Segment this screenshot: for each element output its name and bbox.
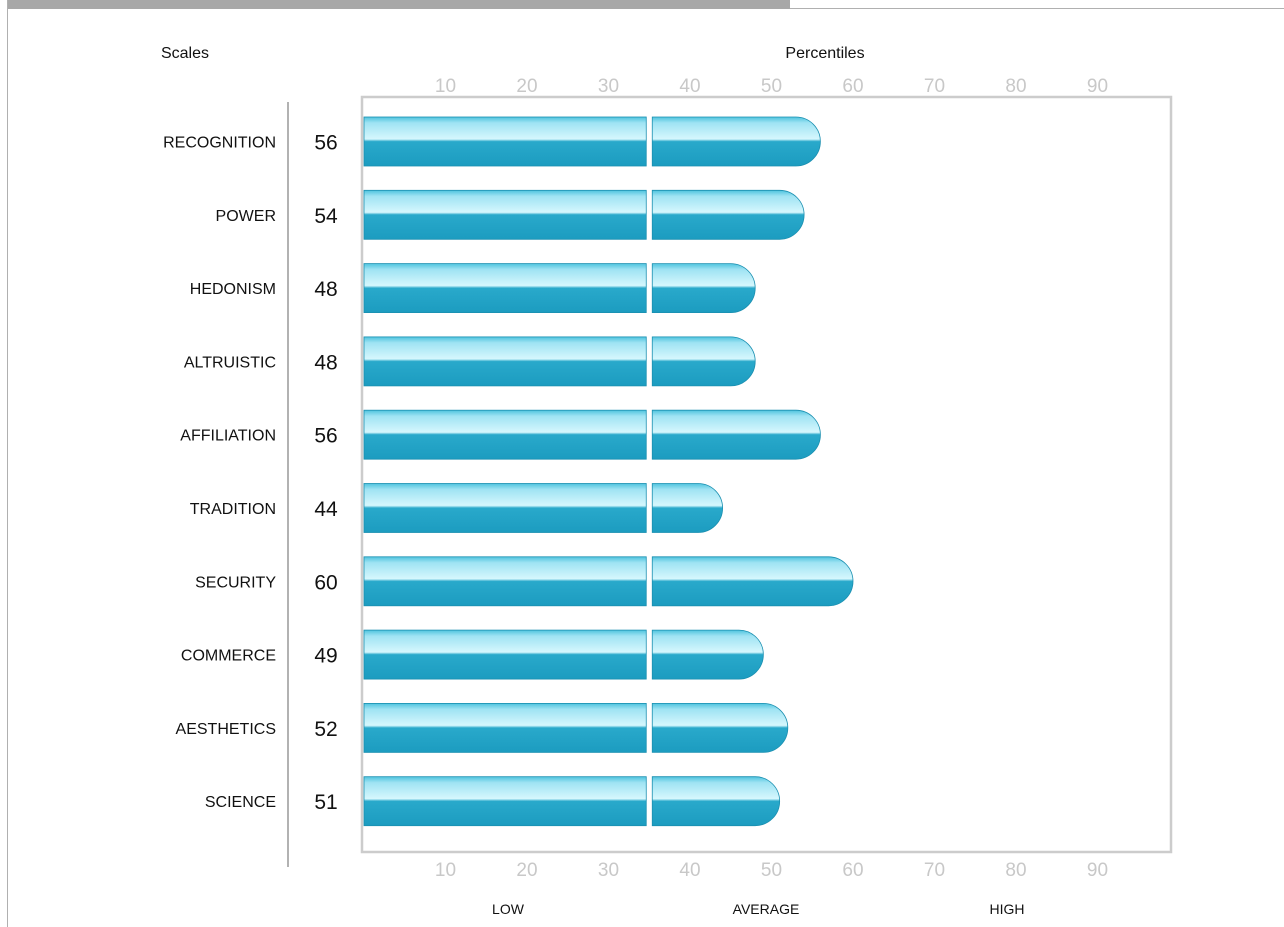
- scales-header: Scales: [161, 45, 209, 62]
- bar-row: SCIENCE 51: [205, 776, 780, 827]
- scale-label: COMMERCE: [181, 648, 276, 665]
- x-tick-bottom: 20: [516, 860, 537, 881]
- scale-label: TRADITION: [190, 501, 276, 518]
- bar-value-segment: [651, 116, 821, 167]
- scale-value: 56: [314, 132, 337, 155]
- bar-low-segment: [363, 409, 647, 460]
- x-tick-bottom: 80: [1005, 860, 1026, 881]
- top-rule-thin: [790, 8, 1284, 9]
- x-tick-bottom: 60: [842, 860, 863, 881]
- left-border: [7, 0, 8, 927]
- x-tick-top: 70: [924, 76, 945, 97]
- bottom-axis-ticks: 10 20 30 40 50 60 70 80 90: [435, 860, 1108, 881]
- x-tick-bottom: 70: [924, 860, 945, 881]
- x-tick-top: 30: [598, 76, 619, 97]
- bar-value-segment: [651, 483, 723, 533]
- top-axis-ticks: 10 20 30 40 50 60 70 80 90: [435, 76, 1108, 97]
- x-tick-top: 80: [1005, 76, 1026, 97]
- bar-value-segment: [651, 336, 756, 387]
- bar-value-segment: [651, 409, 821, 460]
- x-tick-top: 90: [1087, 76, 1108, 97]
- bar-row: TRADITION 44: [190, 483, 723, 533]
- bar-low-segment: [363, 776, 647, 827]
- scale-label: ALTRUISTIC: [184, 354, 276, 371]
- scale-value: 56: [314, 425, 337, 448]
- x-tick-top: 50: [761, 76, 782, 97]
- scale-value: 44: [314, 498, 338, 521]
- bar-row: ALTRUISTIC 48: [184, 336, 756, 387]
- bar-low-segment: [363, 629, 647, 680]
- scale-label: AESTHETICS: [176, 721, 276, 738]
- x-tick-top: 60: [842, 76, 863, 97]
- x-tick-bottom: 50: [761, 860, 782, 881]
- bar-row: HEDONISM 48: [190, 263, 756, 314]
- bar-low-segment: [363, 336, 647, 387]
- bar-value-segment: [651, 629, 764, 680]
- bar-value-segment: [651, 189, 805, 240]
- bar-low-segment: [363, 263, 647, 314]
- scale-value: 48: [314, 351, 337, 374]
- x-tick-top: 20: [516, 76, 537, 97]
- scale-value: 48: [314, 278, 337, 301]
- bar-value-segment: [651, 776, 780, 827]
- bar-row: AESTHETICS 52: [176, 703, 789, 753]
- band-low-label: LOW: [492, 901, 525, 917]
- scale-label: AFFILIATION: [180, 428, 276, 445]
- scale-value: 54: [314, 205, 338, 228]
- scale-value: 60: [314, 571, 337, 594]
- band-average-label: AVERAGE: [733, 901, 800, 917]
- bar-low-segment: [363, 703, 647, 753]
- bar-value-segment: [651, 556, 854, 607]
- plot-frame: [360, 95, 1173, 854]
- bar-row: AFFILIATION 56: [180, 409, 821, 460]
- scale-value: 49: [314, 645, 337, 668]
- scale-label: HEDONISM: [190, 281, 276, 298]
- scale-label: RECOGNITION: [163, 135, 276, 152]
- bar-low-segment: [363, 556, 647, 607]
- scale-label: POWER: [216, 208, 276, 225]
- x-tick-top: 10: [435, 76, 456, 97]
- bar-value-segment: [651, 263, 756, 313]
- bar-row: POWER 54: [216, 189, 805, 240]
- scale-value: 51: [314, 791, 337, 814]
- bar-low-segment: [363, 483, 647, 533]
- band-high-label: HIGH: [990, 901, 1025, 917]
- bar-value-segment: [651, 703, 789, 753]
- x-tick-bottom: 40: [679, 860, 700, 881]
- scale-value: 52: [314, 718, 337, 741]
- percentiles-header: Percentiles: [785, 45, 864, 62]
- x-tick-bottom: 30: [598, 860, 619, 881]
- bar-low-segment: [363, 116, 647, 167]
- top-rule: [7, 0, 790, 9]
- x-tick-top: 40: [679, 76, 700, 97]
- bar-row: RECOGNITION 56: [163, 116, 821, 167]
- x-tick-bottom: 90: [1087, 860, 1108, 881]
- scale-label: SECURITY: [195, 574, 276, 591]
- bar-low-segment: [363, 189, 647, 240]
- scale-label: SCIENCE: [205, 794, 276, 811]
- x-tick-bottom: 10: [435, 860, 456, 881]
- bar-row: SECURITY 60: [195, 556, 854, 607]
- bar-row: COMMERCE 49: [181, 629, 764, 680]
